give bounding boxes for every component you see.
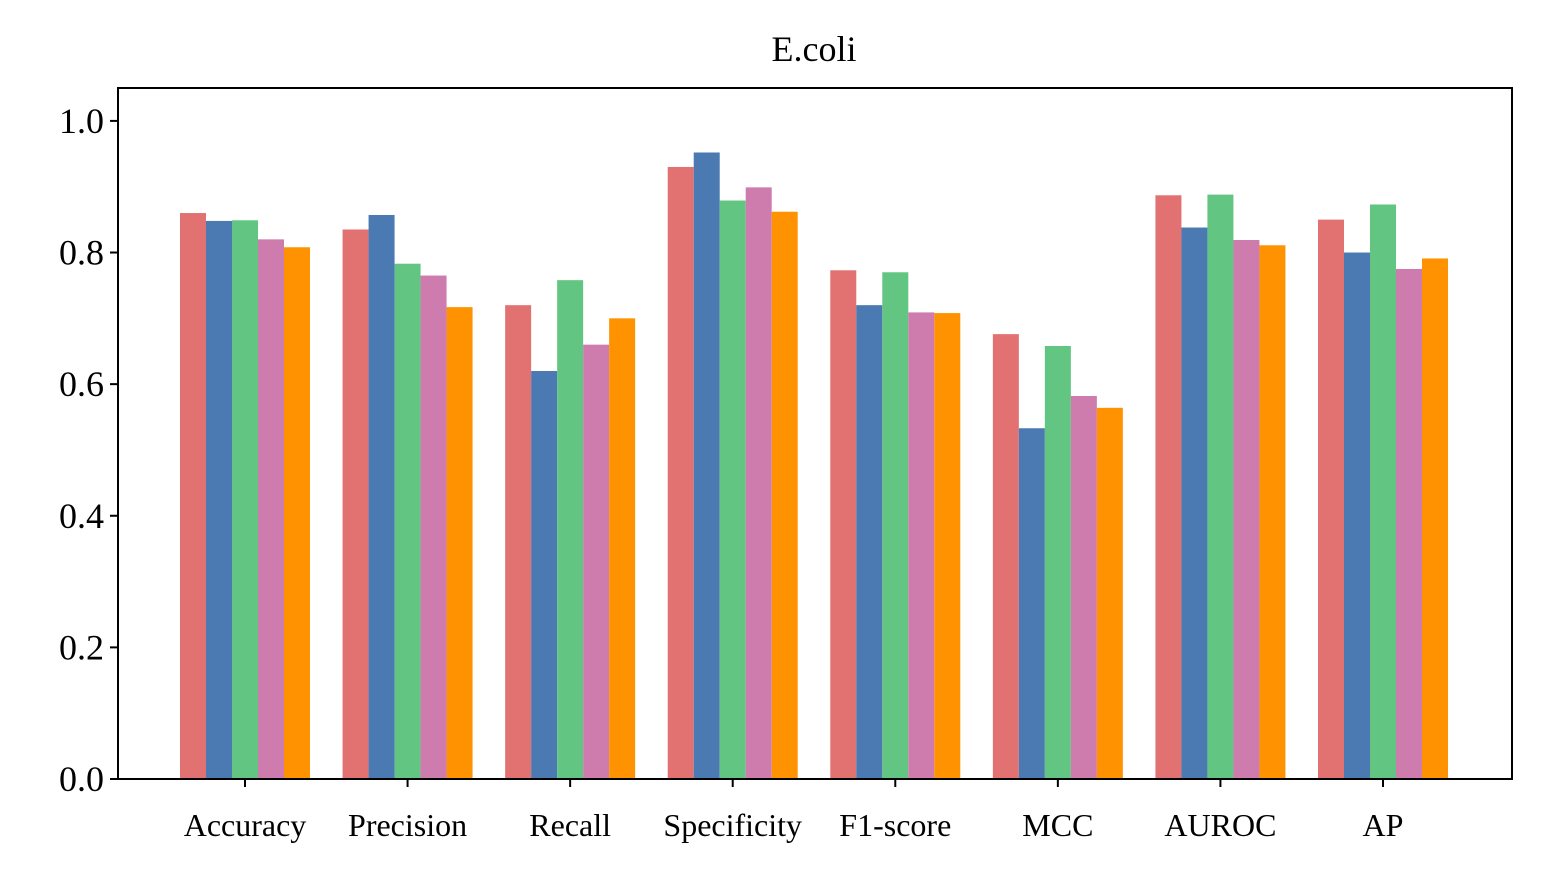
y-axis: 0.0 0.2 0.4 0.6 0.8 1.0: [59, 101, 118, 799]
plot-frame: [117, 87, 1513, 780]
bar-precision-series-4: [420, 275, 447, 779]
y-tick-label: 0.0: [59, 759, 104, 799]
bar-mcc-series-3: [1044, 345, 1071, 779]
bar-accuracy-series-2: [206, 220, 232, 779]
bar-ap-series-2: [1344, 252, 1370, 779]
bar-ap-series-4: [1396, 268, 1422, 779]
bar-mcc-series-5: [1096, 407, 1123, 779]
bar-recall-series-2: [531, 370, 558, 779]
y-tick-label: 0.2: [59, 627, 104, 667]
bar-precision-series-5: [446, 307, 473, 779]
bar-precision-series-1: [342, 229, 369, 780]
y-tick-label: 0.8: [59, 233, 104, 273]
x-tick-label: Recall: [529, 807, 611, 843]
bar-accuracy-series-4: [258, 239, 284, 780]
bar-precision-series-2: [368, 215, 395, 779]
y-tick-label: 0.6: [59, 364, 104, 404]
bar-accuracy-series-3: [232, 220, 258, 779]
x-tick-label: MCC: [1022, 807, 1093, 843]
bar-auroc-series-1: [1155, 195, 1182, 779]
bar-auroc-series-5: [1259, 245, 1286, 779]
bar-accuracy-series-1: [180, 213, 206, 780]
bars-group: [180, 152, 1448, 780]
x-axis: Accuracy Precision Recall Specificity F1-sco…: [184, 779, 1404, 843]
bar-f1-score-series-4: [908, 312, 935, 779]
y-tick-label: 1.0: [59, 101, 104, 141]
bar-recall-series-3: [557, 280, 584, 779]
bar-f1-score-series-1: [830, 270, 857, 779]
y-tick-label: 0.4: [59, 496, 104, 536]
x-tick-label: Accuracy: [184, 807, 307, 843]
bar-mcc-series-4: [1070, 395, 1097, 779]
bar-ap-series-3: [1370, 204, 1396, 780]
bar-mcc-series-1: [992, 334, 1019, 779]
bar-f1-score-series-5: [934, 313, 961, 779]
bar-precision-series-3: [394, 263, 421, 780]
x-tick-label: Precision: [348, 807, 467, 843]
bar-recall-series-5: [609, 318, 636, 779]
bar-ap-series-5: [1422, 258, 1448, 779]
bar-ap-series-1: [1318, 219, 1344, 779]
bar-specificity-series-5: [771, 211, 798, 780]
bar-specificity-series-1: [667, 166, 694, 780]
bar-recall-series-1: [505, 305, 532, 779]
x-tick-label: Specificity: [663, 807, 802, 843]
x-tick-label: F1-score: [839, 807, 951, 843]
bar-specificity-series-3: [719, 200, 746, 779]
bar-f1-score-series-2: [856, 305, 883, 779]
bar-recall-series-4: [583, 344, 610, 779]
bar-auroc-series-3: [1207, 194, 1234, 780]
bar-specificity-series-2: [693, 152, 720, 780]
bar-specificity-series-4: [745, 187, 772, 779]
bar-f1-score-series-3: [882, 272, 909, 779]
chart-title: E.coli: [772, 29, 857, 69]
x-tick-label: AUROC: [1164, 807, 1276, 843]
bar-mcc-series-2: [1018, 428, 1045, 779]
bar-auroc-series-4: [1233, 240, 1260, 779]
bar-auroc-series-2: [1181, 227, 1208, 779]
x-tick-label: AP: [1363, 807, 1404, 843]
bar-accuracy-series-5: [284, 247, 310, 779]
